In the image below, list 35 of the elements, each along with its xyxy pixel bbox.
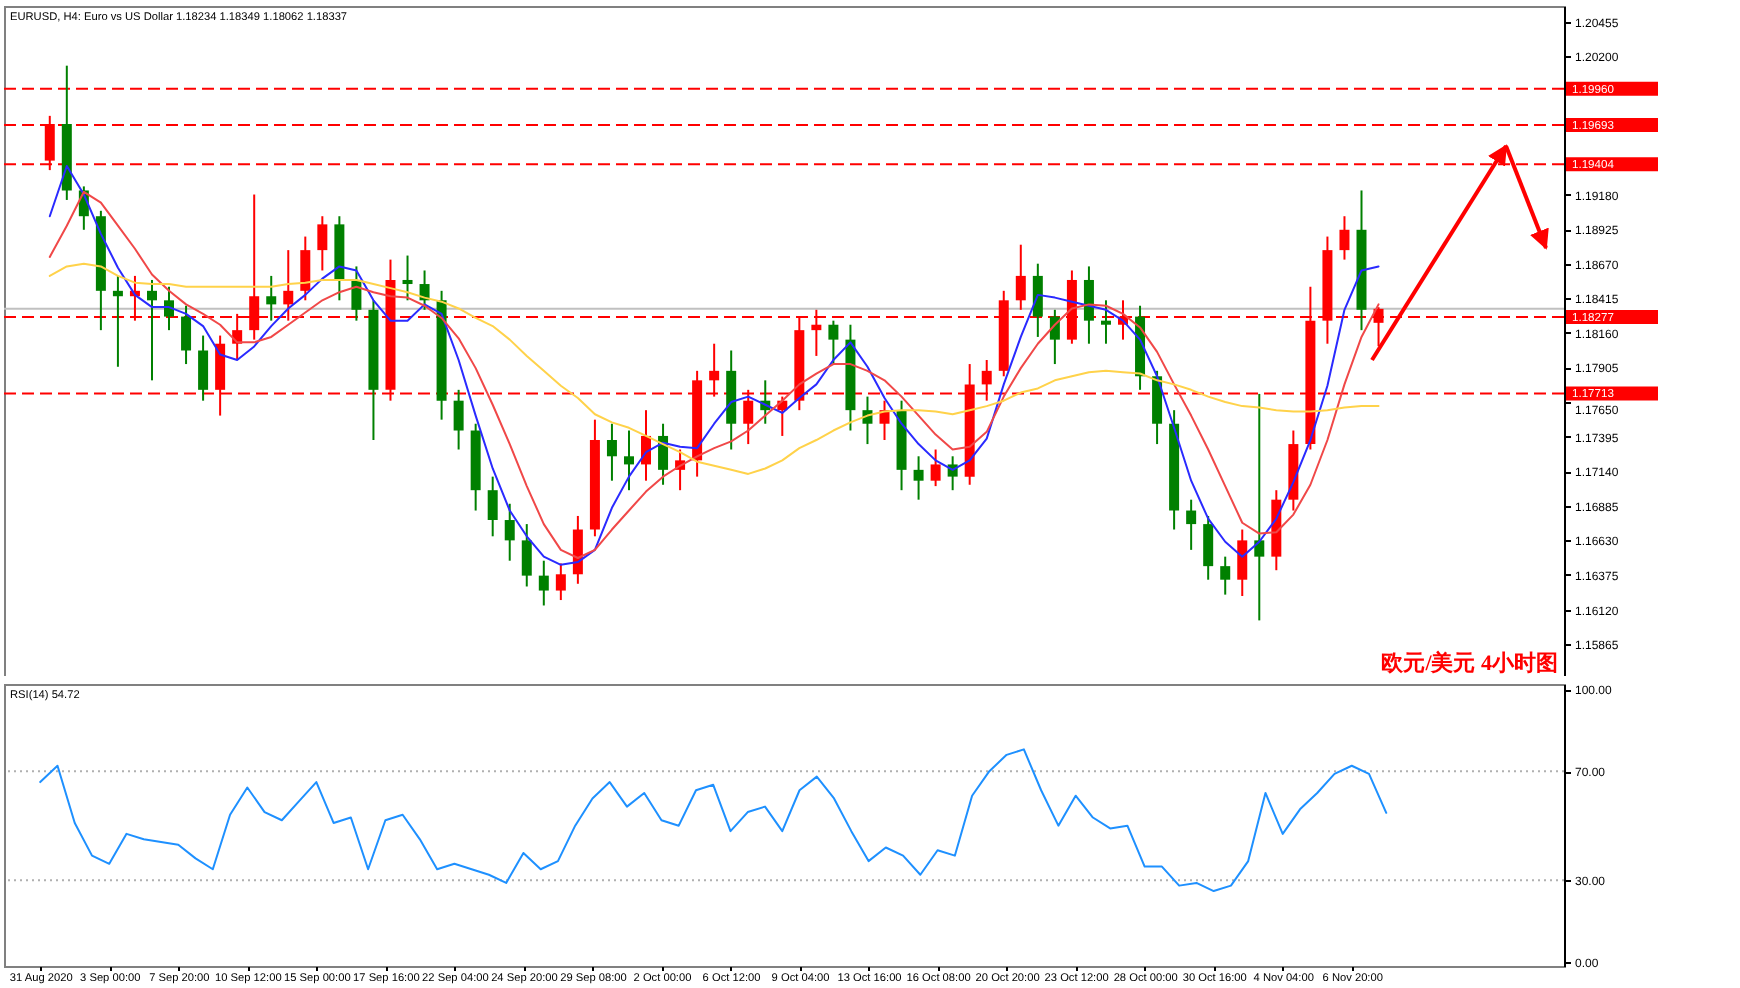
candlestick <box>487 475 498 538</box>
candlestick <box>555 562 566 602</box>
candlestick <box>300 235 311 302</box>
candlestick <box>1015 243 1026 311</box>
candlestick <box>112 274 123 368</box>
candlestick <box>828 319 839 366</box>
candlestick <box>521 523 532 588</box>
candlestick <box>164 285 175 332</box>
candlestick <box>266 274 277 322</box>
annotation: 欧元/美元 4小时图 <box>1381 650 1558 676</box>
candlestick <box>930 448 941 488</box>
candlestick <box>623 429 634 492</box>
line-series <box>39 748 1388 893</box>
candlestick <box>1339 215 1350 261</box>
candlestick <box>402 254 413 302</box>
candlestick <box>181 304 192 366</box>
candlestick <box>606 422 617 482</box>
candlestick <box>1237 528 1248 597</box>
candlestick <box>1220 555 1231 596</box>
candlestick <box>453 388 464 451</box>
candlestick <box>1203 514 1214 581</box>
candlestick <box>198 334 209 402</box>
candlestick <box>317 215 328 272</box>
candlestick <box>1152 369 1163 446</box>
candlestick <box>913 455 924 501</box>
candlestick <box>1254 392 1265 622</box>
candlestick <box>658 422 669 486</box>
candlestick <box>1032 262 1043 338</box>
candlestick <box>351 265 362 322</box>
candlestick <box>538 559 549 607</box>
candlestick <box>146 278 157 382</box>
candlestick <box>1186 498 1197 551</box>
candlestick <box>1083 265 1094 345</box>
candlestick <box>1100 299 1111 345</box>
candlestick <box>504 502 515 562</box>
